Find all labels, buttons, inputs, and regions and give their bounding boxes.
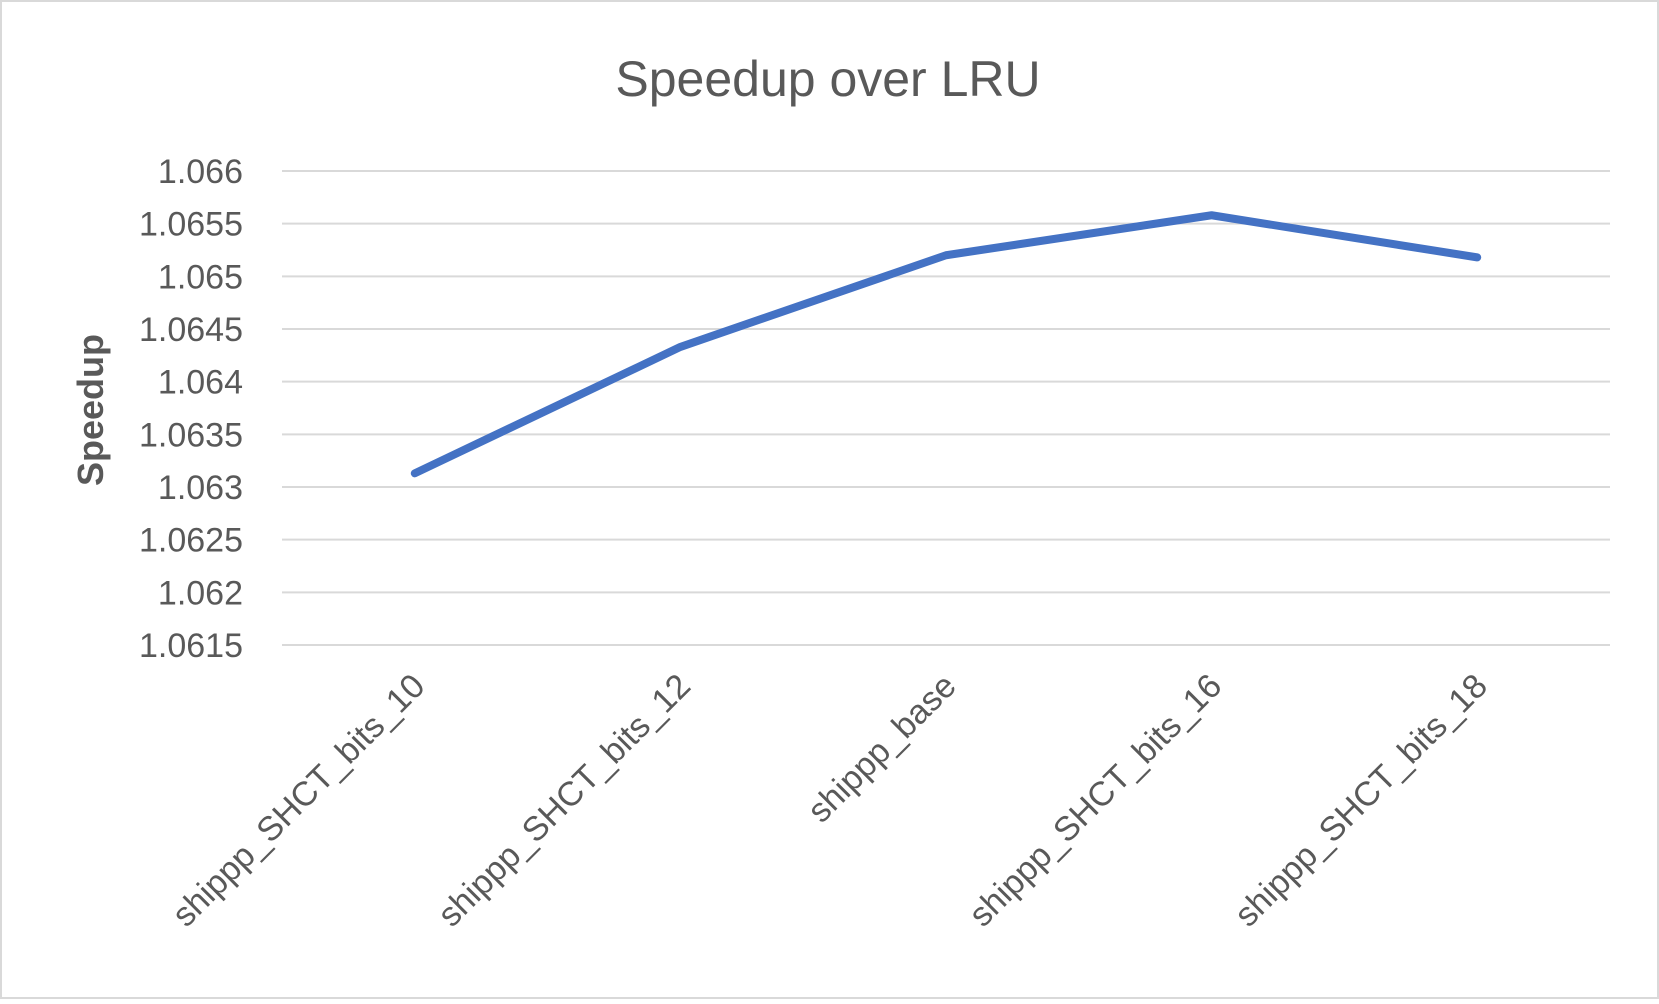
- data-point: [945, 254, 947, 256]
- y-tick-label: 1.063: [158, 469, 243, 507]
- y-tick-label: 1.0635: [139, 416, 243, 454]
- data-point: [1211, 214, 1213, 216]
- y-tick-label: 1.066: [158, 153, 243, 191]
- gridlines: [282, 170, 1610, 646]
- y-axis-label: Speedup: [70, 334, 111, 486]
- y-axis-ticks: 1.0615 1.062 1.0625 1.063 1.0635 1.064 1.0645 1…: [139, 153, 243, 665]
- y-tick-label: 1.064: [158, 364, 243, 402]
- y-tick-label: 1.0625: [139, 522, 243, 560]
- data-point: [679, 346, 681, 348]
- data-point: [414, 472, 416, 474]
- chart-title: Speedup over LRU: [615, 51, 1040, 107]
- series-layer: [410, 211, 1482, 478]
- y-tick-label: 1.062: [158, 574, 243, 612]
- y-tick-label: 1.065: [158, 258, 243, 296]
- y-tick-label: 1.0645: [139, 311, 243, 349]
- y-tick-label: 1.0615: [139, 627, 243, 665]
- y-tick-label: 1.0655: [139, 206, 243, 244]
- data-point: [1476, 256, 1478, 258]
